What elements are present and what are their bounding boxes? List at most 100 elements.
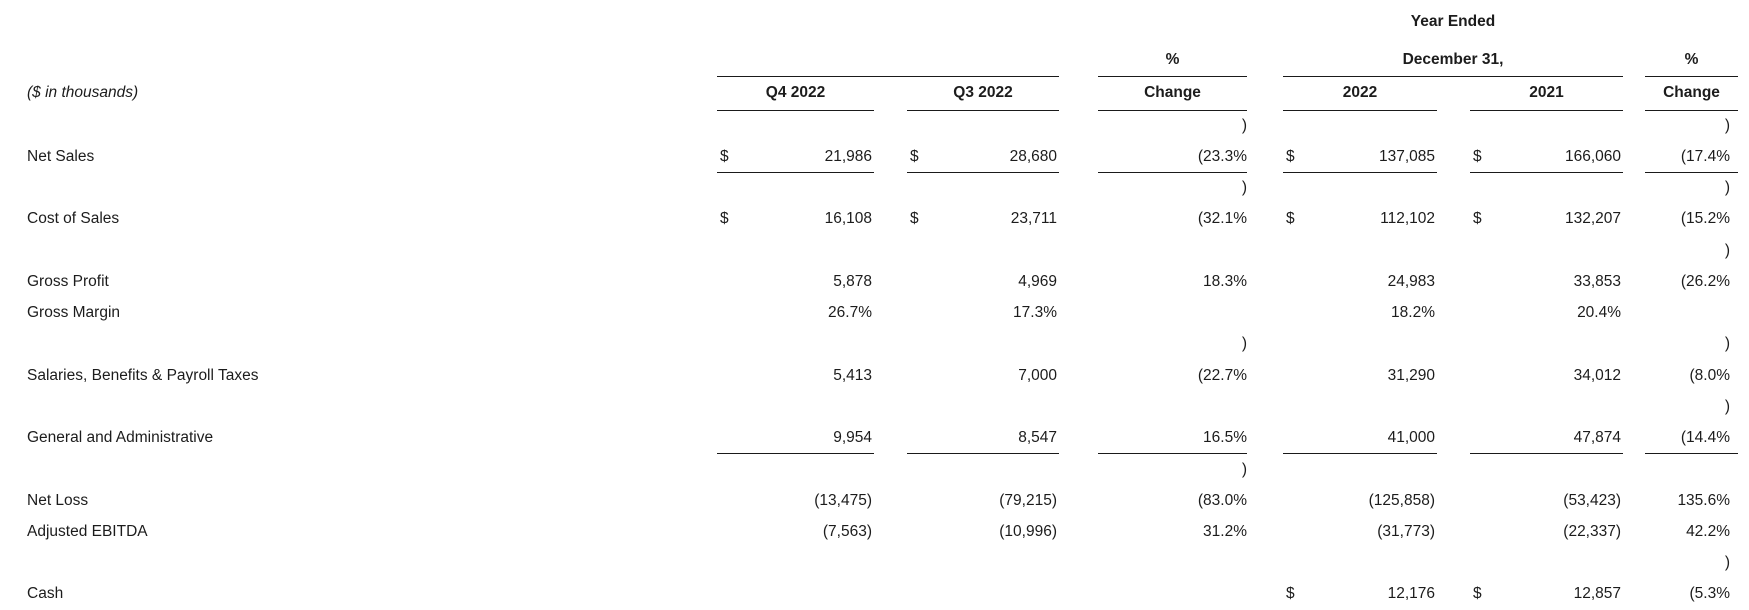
row-label: Net Loss bbox=[27, 491, 89, 509]
cell-q3-2022: 8,547 bbox=[907, 422, 1059, 455]
cell-q4-2022 bbox=[717, 548, 874, 579]
spacer bbox=[1059, 516, 1098, 547]
spacer bbox=[1247, 266, 1283, 297]
cell-q4-2022: $16,108 bbox=[717, 204, 874, 235]
cell-q3-2022-content: 4,969 bbox=[907, 273, 1059, 291]
cell-fy-2021-content: 47,874 bbox=[1470, 429, 1623, 447]
cell-fy-2021 bbox=[1470, 391, 1623, 422]
table-row: Salaries, Benefits & Payroll Taxes 5,413 7… bbox=[0, 360, 1738, 391]
spacer bbox=[1059, 76, 1098, 110]
spacer bbox=[1623, 579, 1645, 610]
year-ended-label: Year Ended bbox=[1410, 13, 1496, 30]
spacer bbox=[1437, 548, 1470, 579]
cell-q4-2022: 5,413 bbox=[717, 360, 874, 391]
cell-q4-2022 bbox=[717, 173, 874, 204]
cell-fy-2021-value: 132,207 bbox=[1564, 210, 1622, 228]
row-label bbox=[0, 235, 717, 266]
dollar-sign: $ bbox=[1286, 147, 1295, 165]
spacer bbox=[1437, 391, 1470, 422]
spacer bbox=[1623, 391, 1645, 422]
cell-q4-2022: 5,878 bbox=[717, 266, 874, 297]
spacer bbox=[1059, 329, 1098, 360]
dollar-sign: $ bbox=[1473, 210, 1482, 228]
spacer bbox=[1437, 329, 1470, 360]
cell-fy-2022: 41,000 bbox=[1283, 422, 1437, 455]
cell-fy-2022 bbox=[1283, 454, 1437, 485]
cell-fy-2022 bbox=[1283, 235, 1437, 266]
spacer bbox=[1247, 516, 1283, 547]
table-row: Cash $12,176 $12,857 (5.3% bbox=[0, 579, 1738, 610]
cell-fy-2021-content: 34,012 bbox=[1470, 367, 1623, 385]
spacer bbox=[1437, 454, 1470, 485]
column-header-change-fy: Change bbox=[1645, 76, 1739, 111]
cell-q4-2022 bbox=[717, 579, 874, 610]
cell-fy-2021: 33,853 bbox=[1470, 266, 1623, 297]
column-header-change-quarter: Change bbox=[1098, 76, 1247, 111]
spacer bbox=[1247, 579, 1283, 610]
spacer bbox=[1623, 454, 1645, 485]
cell-fy-2021-value: (22,337) bbox=[1563, 522, 1622, 540]
cell-q4-2022 bbox=[717, 391, 874, 422]
spacer bbox=[1247, 454, 1283, 485]
paren-wrap-row: )) bbox=[0, 329, 1738, 360]
cell-fy-2021-content: $166,060 bbox=[1470, 148, 1623, 166]
cell-pct-change-quarter bbox=[1098, 298, 1247, 329]
cell-q4-2022 bbox=[717, 329, 874, 360]
table-row: Net Loss (13,475) (79,215) (83.0% (125,858) (… bbox=[0, 485, 1738, 516]
spacer bbox=[874, 548, 907, 579]
cell-fy-2022-value: 41,000 bbox=[1387, 428, 1435, 446]
cell-fy-2022-content: 31,290 bbox=[1283, 367, 1437, 385]
dollar-sign: $ bbox=[720, 147, 729, 165]
row-label bbox=[0, 548, 717, 579]
dollar-sign: $ bbox=[1473, 147, 1482, 165]
cell-q4-2022-value: 5,878 bbox=[833, 272, 872, 290]
spacer bbox=[1059, 110, 1098, 141]
cell-pct-change-quarter: ) bbox=[1241, 179, 1247, 197]
cell-pct-change-fy: (26.2% bbox=[1680, 272, 1731, 290]
cell-fy-2021: (22,337) bbox=[1470, 516, 1623, 547]
spacer bbox=[874, 516, 907, 547]
spacer bbox=[1247, 76, 1283, 110]
cell-fy-2021-content: (53,423) bbox=[1470, 492, 1623, 510]
cell-fy-2021: (53,423) bbox=[1470, 485, 1623, 516]
spacer bbox=[874, 423, 907, 454]
cell-pct-change-quarter: 31.2% bbox=[1203, 522, 1247, 540]
cell-pct-change-quarter: ) bbox=[1241, 116, 1247, 134]
pct-label-fy: % bbox=[1645, 44, 1739, 77]
row-label: Net Sales bbox=[27, 147, 95, 165]
cell-pct-change-quarter: 16.5% bbox=[1098, 422, 1247, 455]
cell-q3-2022 bbox=[907, 329, 1059, 360]
cell-pct-change-quarter: 18.3% bbox=[1203, 272, 1247, 290]
cell-fy-2021: $132,207 bbox=[1470, 204, 1623, 235]
spacer bbox=[1437, 579, 1470, 610]
cell-q3-2022: (10,996) bbox=[907, 516, 1059, 547]
cell-fy-2021-content: (22,337) bbox=[1470, 523, 1623, 541]
spacer bbox=[1247, 204, 1283, 235]
dollar-sign: $ bbox=[1286, 585, 1295, 603]
table-row: General and Administrative 9,954 8,547 16.5… bbox=[0, 422, 1739, 455]
row-label: Adjusted EBITDA bbox=[27, 522, 148, 540]
cell-pct-change-fy: (15.2% bbox=[1680, 210, 1731, 228]
dollar-sign: $ bbox=[910, 210, 919, 228]
cell-q3-2022 bbox=[907, 391, 1059, 422]
cell-q4-2022-content: 5,413 bbox=[717, 367, 874, 385]
cell-q3-2022: 4,969 bbox=[907, 266, 1059, 297]
cell-q3-2022-content: 7,000 bbox=[907, 367, 1059, 385]
column-header-q3-2022: Q3 2022 bbox=[907, 76, 1059, 111]
cell-fy-2022-value: (125,858) bbox=[1368, 491, 1435, 509]
spacer bbox=[1437, 141, 1470, 172]
row-label: Salaries, Benefits & Payroll Taxes bbox=[27, 366, 259, 384]
spacer bbox=[1247, 360, 1283, 391]
spacer bbox=[1247, 423, 1283, 454]
spacer bbox=[1059, 423, 1098, 454]
paren-wrap-row: ) bbox=[0, 548, 1738, 579]
cell-q3-2022-content: (79,215) bbox=[907, 492, 1059, 510]
cell-q3-2022-value: 7,000 bbox=[1018, 366, 1057, 384]
paren-wrap-row: ) bbox=[0, 235, 1738, 266]
december-31-label: December 31, bbox=[1283, 44, 1624, 77]
cell-q4-2022-value: 16,108 bbox=[824, 210, 872, 228]
spacer bbox=[1437, 485, 1470, 516]
spacer bbox=[1059, 485, 1098, 516]
